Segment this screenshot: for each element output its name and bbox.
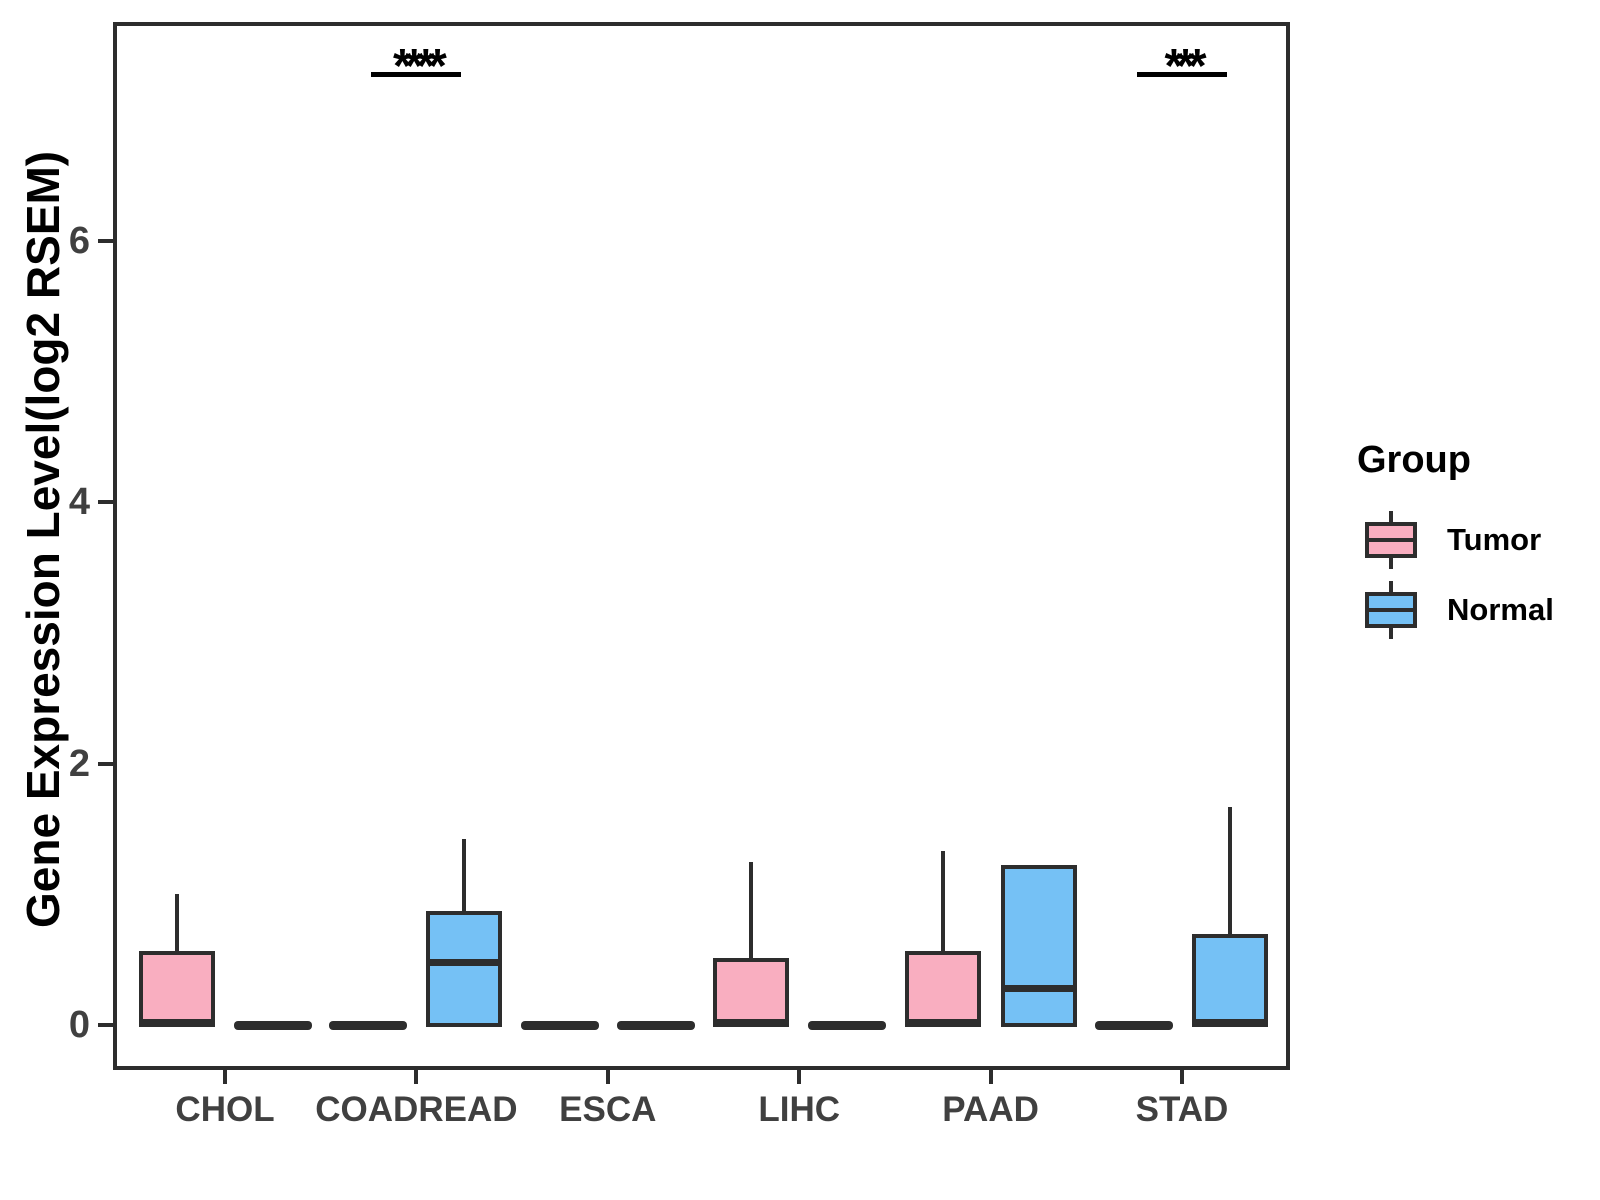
median-tumor-PAAD xyxy=(907,1019,978,1026)
y-tick-mark xyxy=(98,238,113,243)
x-tick-label-COADREAD: COADREAD xyxy=(315,1090,518,1129)
y-tick-label: 6 xyxy=(68,219,90,262)
y-axis-title: Gene Expression Level(log2 RSEM) xyxy=(17,150,69,928)
box-normal-COADREAD xyxy=(426,910,503,1027)
x-tick-label-CHOL: CHOL xyxy=(175,1090,275,1129)
flat-boxplot-normal-ESCA xyxy=(616,1020,695,1030)
x-tick-mark xyxy=(988,1070,993,1084)
significance-stars-COADREAD: **** xyxy=(393,40,447,93)
x-tick-label-PAAD: PAAD xyxy=(942,1090,1039,1129)
flat-boxplot-tumor-ESCA xyxy=(520,1020,599,1030)
y-tick-mark xyxy=(98,500,113,505)
box-normal-PAAD xyxy=(1000,864,1077,1027)
x-tick-mark xyxy=(605,1070,610,1084)
box-tumor-PAAD xyxy=(904,951,981,1027)
box-tumor-LIHC xyxy=(713,957,790,1027)
y-tick-label: 0 xyxy=(68,1004,90,1046)
flat-boxplot-tumor-STAD xyxy=(1095,1020,1173,1030)
legend-label-normal: Normal xyxy=(1447,592,1554,627)
x-tick-label-LIHC: LIHC xyxy=(758,1090,841,1129)
legend-key-median-tumor xyxy=(1369,538,1413,542)
y-tick-label: 2 xyxy=(68,742,90,785)
whisker-normal-COADREAD xyxy=(462,839,467,913)
legend-title: Group xyxy=(1357,439,1471,481)
x-tick-label-ESCA: ESCA xyxy=(559,1090,657,1129)
y-tick-mark xyxy=(98,761,113,766)
flat-boxplot-normal-CHOL xyxy=(234,1020,312,1030)
x-tick-mark xyxy=(223,1070,227,1084)
x-tick-mark xyxy=(797,1070,802,1084)
flat-boxplot-tumor-COADREAD xyxy=(329,1020,408,1030)
flat-boxplot-normal-LIHC xyxy=(808,1020,887,1030)
median-normal-PAAD xyxy=(1003,984,1074,992)
legend-key-median-normal xyxy=(1369,608,1413,612)
median-tumor-CHOL xyxy=(142,1019,212,1026)
significance-stars-STAD: *** xyxy=(1164,40,1206,93)
legend-label-tumor: Tumor xyxy=(1447,522,1542,557)
y-tick-mark xyxy=(98,1023,113,1027)
median-normal-COADREAD xyxy=(429,958,500,966)
median-tumor-LIHC xyxy=(716,1019,787,1026)
box-tumor-CHOL xyxy=(139,951,215,1027)
plot-panel xyxy=(113,22,1290,1070)
significance-line-STAD xyxy=(1137,72,1227,77)
whisker-tumor-LIHC xyxy=(749,861,754,960)
y-tick-label: 4 xyxy=(68,481,90,524)
significance-line-COADREAD xyxy=(371,72,462,77)
whisker-tumor-PAAD xyxy=(940,851,945,954)
box-normal-STAD xyxy=(1192,934,1268,1027)
x-tick-mark xyxy=(414,1070,419,1084)
x-tick-label-STAD: STAD xyxy=(1135,1090,1229,1129)
x-tick-mark xyxy=(1180,1070,1184,1084)
whisker-normal-STAD xyxy=(1228,806,1232,937)
median-normal-STAD xyxy=(1195,1019,1265,1026)
whisker-tumor-CHOL xyxy=(175,894,179,954)
